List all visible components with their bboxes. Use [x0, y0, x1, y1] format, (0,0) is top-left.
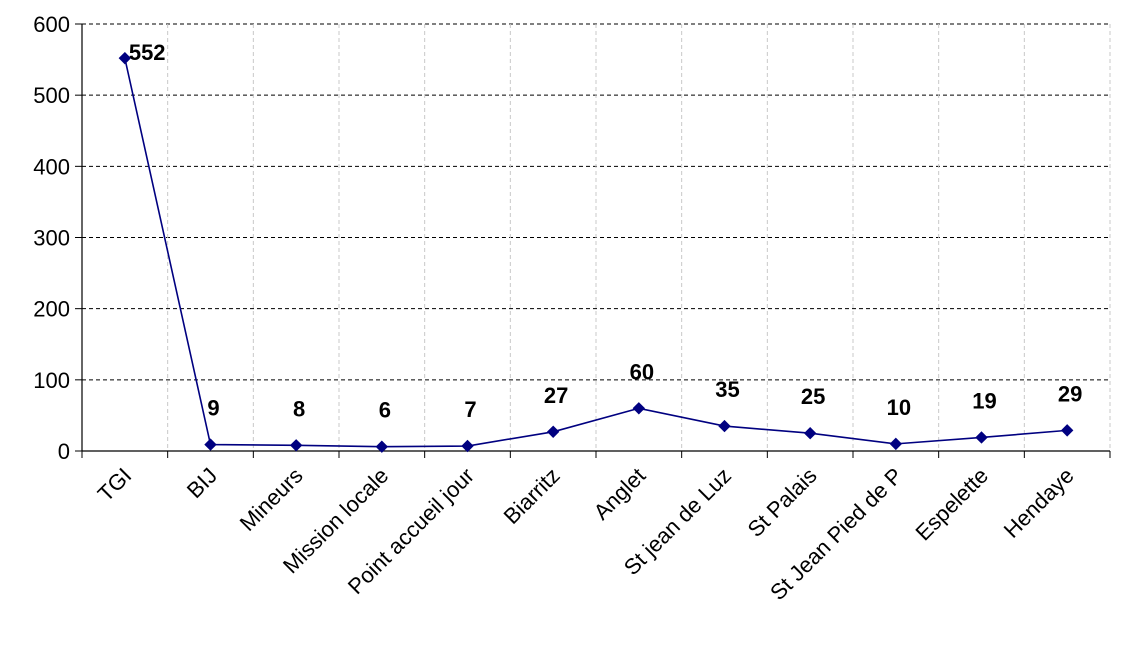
data-label: 27 — [544, 383, 568, 408]
data-label: 19 — [972, 388, 996, 413]
data-label: 10 — [887, 395, 911, 420]
x-tick-label: Biarritz — [499, 463, 565, 529]
data-point-marker — [1060, 424, 1074, 437]
data-point-marker — [975, 431, 988, 444]
y-tick-label: 600 — [33, 12, 70, 37]
data-point-marker — [461, 439, 474, 453]
y-tick-label: 0 — [58, 439, 70, 464]
x-tick-label: Mineurs — [235, 463, 308, 536]
y-tick-label: 200 — [33, 297, 70, 322]
x-tick-label: Espelette — [910, 463, 993, 546]
data-point-marker — [375, 440, 389, 453]
data-label: 6 — [379, 398, 391, 423]
data-label: 29 — [1058, 381, 1082, 406]
axes — [75, 23, 1111, 458]
data-point-marker — [889, 437, 903, 451]
x-tick-label: St Palais — [743, 463, 822, 542]
data-label: 9 — [207, 396, 219, 421]
data-point-marker — [803, 427, 817, 440]
y-tick-label: 400 — [33, 154, 70, 179]
series — [118, 51, 1074, 453]
data-label: 7 — [464, 397, 476, 422]
y-tick-label: 100 — [33, 368, 70, 393]
data-label: 60 — [630, 359, 654, 384]
data-point-marker — [718, 419, 731, 433]
y-tick-label: 500 — [33, 83, 70, 108]
x-tick-label: Hendaye — [999, 463, 1079, 543]
data-label: 552 — [129, 40, 166, 65]
x-tick-label: BIJ — [182, 463, 222, 503]
data-label: 35 — [715, 377, 739, 402]
x-tick-label: TGI — [93, 463, 137, 507]
y-tick-label: 300 — [33, 226, 70, 251]
data-point-marker — [632, 402, 646, 415]
x-tick-label: Anglet — [589, 463, 651, 525]
data-label: 25 — [801, 384, 825, 409]
data-point-marker — [204, 438, 217, 451]
gridlines — [82, 23, 1111, 451]
data-point-marker — [118, 51, 132, 65]
data-point-marker — [546, 425, 560, 438]
data-label: 8 — [293, 396, 305, 421]
data-point-marker — [289, 439, 303, 452]
series-line — [124, 57, 1068, 448]
